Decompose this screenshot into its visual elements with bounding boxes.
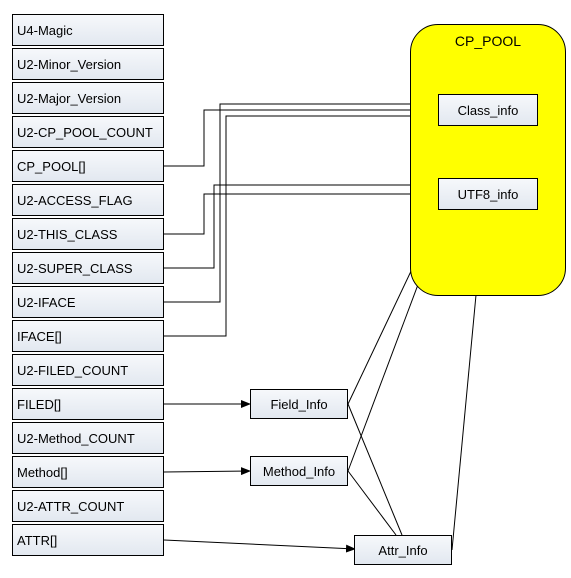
- node-label: Class_info: [458, 103, 519, 118]
- node-u2-access-flag: U2-ACCESS_FLAG: [12, 184, 164, 216]
- node-label: U2-Method_COUNT: [17, 431, 135, 446]
- node-attr-info: Attr_Info: [354, 535, 452, 565]
- edge: [164, 471, 250, 472]
- edge: [164, 110, 438, 166]
- node-u2-major-version: U2-Major_Version: [12, 82, 164, 114]
- node-label: U4-Magic: [17, 23, 73, 38]
- node-method-info: Method_Info: [250, 456, 348, 486]
- edge: [164, 194, 438, 234]
- edge: [164, 540, 355, 549]
- node-u2-attr-count: U2-ATTR_COUNT: [12, 490, 164, 522]
- node-u2-this-class: U2-THIS_CLASS: [12, 218, 164, 250]
- node-class-info: Class_info: [438, 94, 538, 126]
- edge: [164, 185, 438, 268]
- node-cp-pool-arr: CP_POOL[]: [12, 150, 164, 182]
- node-label: CP_POOL[]: [17, 159, 86, 174]
- node-label: U2-ACCESS_FLAG: [17, 193, 133, 208]
- edge: [348, 404, 402, 535]
- node-u2-iface: U2-IFACE: [12, 286, 164, 318]
- node-method-arr: Method[]: [12, 456, 164, 488]
- node-iface-arr: IFACE[]: [12, 320, 164, 352]
- node-filed-arr: FILED[]: [12, 388, 164, 420]
- node-label: U2-IFACE: [17, 295, 76, 310]
- node-u2-minor-version: U2-Minor_Version: [12, 48, 164, 80]
- edge: [164, 104, 438, 302]
- node-label: U2-CP_POOL_COUNT: [17, 125, 153, 140]
- node-label: FILED[]: [17, 397, 61, 412]
- node-label: Attr_Info: [378, 543, 427, 558]
- node-label: Field_Info: [270, 397, 327, 412]
- node-label: U2-ATTR_COUNT: [17, 499, 124, 514]
- node-attr-arr: ATTR[]: [12, 524, 164, 556]
- node-label: Method_Info: [263, 464, 335, 479]
- node-label: U2-Major_Version: [17, 91, 121, 106]
- edge: [348, 471, 396, 535]
- node-label: U2-THIS_CLASS: [17, 227, 117, 242]
- edge: [164, 116, 438, 336]
- node-u2-cp-pool-count: U2-CP_POOL_COUNT: [12, 116, 164, 148]
- node-label: IFACE[]: [17, 329, 62, 344]
- node-u4-magic: U4-Magic: [12, 14, 164, 46]
- node-utf8-info: UTF8_info: [438, 178, 538, 210]
- node-u2-super-class: U2-SUPER_CLASS: [12, 252, 164, 284]
- node-label: UTF8_info: [458, 187, 519, 202]
- node-u2-method-count: U2-Method_COUNT: [12, 422, 164, 454]
- node-label: U2-FILED_COUNT: [17, 363, 128, 378]
- node-field-info: Field_Info: [250, 389, 348, 419]
- node-label: ATTR[]: [17, 533, 57, 548]
- node-label: Method[]: [17, 465, 68, 480]
- cp-pool-region: CP_POOL: [410, 24, 566, 296]
- cp-pool-label: CP_POOL: [411, 25, 565, 49]
- node-u2-filed-count: U2-FILED_COUNT: [12, 354, 164, 386]
- node-label: U2-SUPER_CLASS: [17, 261, 133, 276]
- node-label: U2-Minor_Version: [17, 57, 121, 72]
